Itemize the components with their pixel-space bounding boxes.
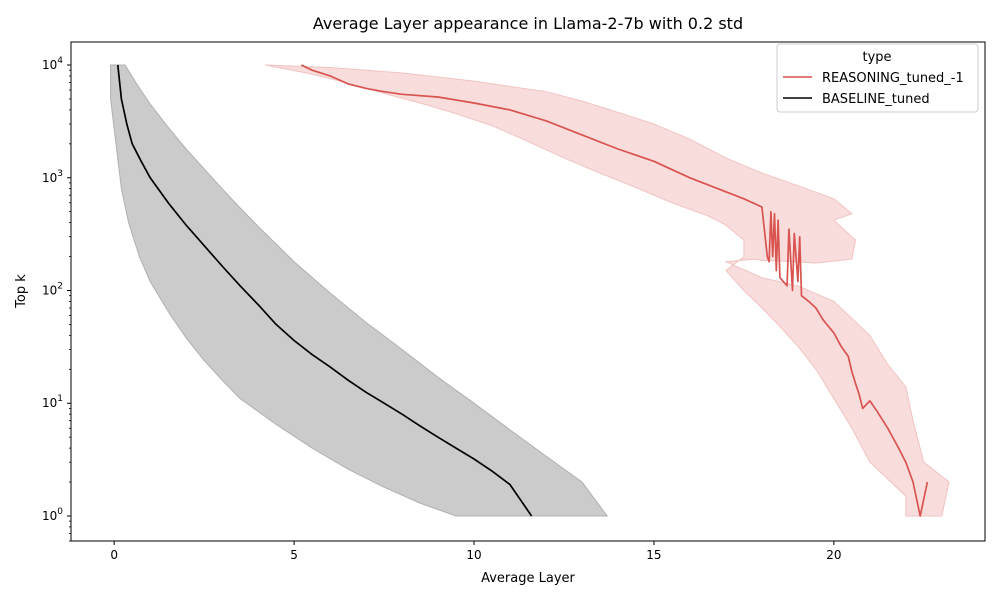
y-tick-label: 101 bbox=[42, 394, 63, 410]
y-tick-label: 104 bbox=[42, 56, 63, 72]
y-tick-label: 102 bbox=[42, 282, 63, 298]
legend-box bbox=[776, 43, 979, 113]
x-axis-ticks: 0 5 10 15 20 bbox=[110, 541, 842, 562]
band-reasoning-tuned-1 bbox=[265, 64, 950, 517]
x-tick-label: 15 bbox=[646, 548, 661, 562]
y-tick-label: 100 bbox=[42, 507, 63, 523]
legend-title: type bbox=[862, 50, 891, 65]
x-tick-label: 5 bbox=[290, 548, 298, 562]
y-axis-ticks: 100 101 102 103 104 bbox=[42, 56, 71, 542]
series-lines bbox=[116, 64, 929, 517]
band-baseline-tuned bbox=[110, 64, 609, 517]
line-baseline-tuned bbox=[116, 64, 533, 517]
legend-entry-reasoning: REASONING_tuned_-1 bbox=[822, 71, 964, 86]
x-tick-label: 20 bbox=[826, 548, 841, 562]
line-reasoning-tuned-1 bbox=[300, 64, 929, 517]
y-tick-label: 103 bbox=[42, 169, 63, 185]
x-tick-label: 0 bbox=[110, 548, 118, 562]
plot-frame bbox=[70, 41, 986, 542]
x-tick-label: 10 bbox=[466, 548, 481, 562]
legend-entry-baseline: BASELINE_tuned bbox=[822, 92, 930, 107]
chart-title: Average Layer appearance in Llama-2-7b w… bbox=[313, 14, 743, 33]
legend: type REASONING_tuned_-1 BASELINE_tuned bbox=[776, 43, 979, 113]
x-axis-label: Average Layer bbox=[481, 571, 575, 586]
confidence-bands bbox=[110, 64, 950, 517]
y-axis-label: Top k bbox=[14, 274, 29, 309]
